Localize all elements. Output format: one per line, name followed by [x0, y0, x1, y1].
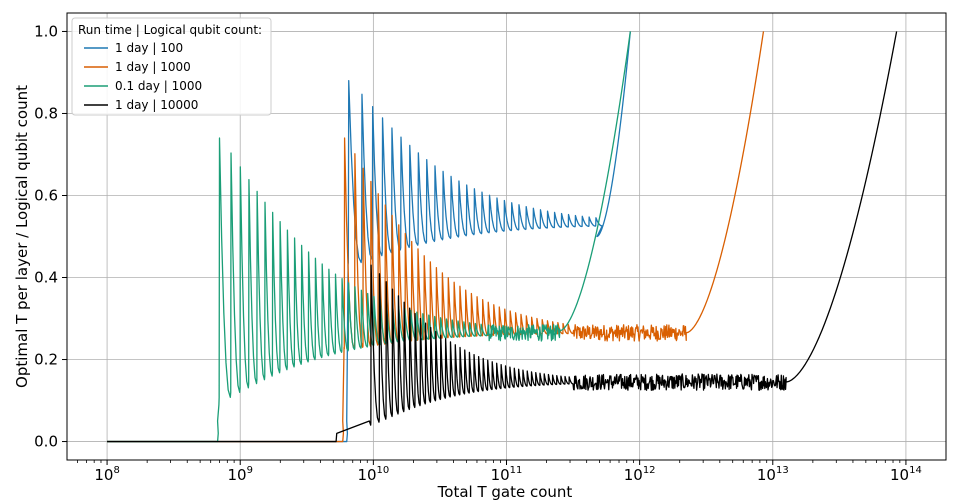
legend-label: 1 day | 100	[115, 41, 183, 55]
y-tick-label: 0.0	[34, 433, 58, 451]
y-tick-label: 0.6	[34, 186, 58, 204]
y-tick-label: 0.2	[34, 351, 58, 369]
series-line	[107, 31, 631, 443]
x-tick-exponent: 10	[377, 465, 390, 476]
x-tick-base: 10	[94, 466, 113, 484]
x-tick-exponent: 9	[247, 465, 253, 476]
series-line	[107, 31, 898, 443]
y-tick-label: 0.4	[34, 269, 58, 287]
x-tick-exponent: 12	[643, 465, 656, 476]
x-tick-exponent: 11	[510, 465, 523, 476]
x-tick-exponent: 14	[909, 465, 922, 476]
legend-box	[71, 17, 272, 116]
x-axis-label: Total T gate count	[437, 483, 573, 501]
x-tick-label: 1014	[890, 465, 922, 484]
legend-title: Run time | Logical qubit count:	[78, 23, 262, 37]
legend-label: 1 day | 1000	[115, 60, 191, 74]
x-tick-base: 10	[491, 466, 510, 484]
legend: Run time | Logical qubit count: 1 day | …	[71, 17, 272, 116]
series-line	[107, 31, 631, 443]
x-tick-base: 10	[890, 466, 909, 484]
x-tick-base: 10	[227, 466, 246, 484]
x-tick-base: 10	[624, 466, 643, 484]
x-tick-label: 1011	[491, 465, 523, 484]
x-tick-base: 10	[757, 466, 776, 484]
legend-label: 1 day | 10000	[115, 98, 198, 112]
series-layer	[107, 31, 898, 443]
x-tick-exponent: 8	[113, 465, 119, 476]
x-tick-label: 1010	[357, 465, 389, 484]
y-axis: 0.0 0.2 0.4 0.6 0.8 1.0	[34, 22, 67, 451]
x-tick-base: 10	[357, 466, 376, 484]
legend-label: 0.1 day | 1000	[115, 79, 202, 93]
x-tick-label: 108	[94, 465, 119, 484]
x-tick-exponent: 13	[776, 465, 789, 476]
x-tick-label: 1013	[757, 465, 789, 484]
y-tick-label: 1.0	[34, 22, 58, 40]
y-tick-label: 0.8	[34, 104, 58, 122]
x-tick-label: 109	[227, 465, 252, 484]
y-axis-label: Optimal T per layer / Logical qubit coun…	[13, 85, 31, 388]
x-tick-label: 1012	[624, 465, 656, 484]
x-axis: 108 109 1010 1011 1012 1013 1014	[94, 460, 922, 484]
